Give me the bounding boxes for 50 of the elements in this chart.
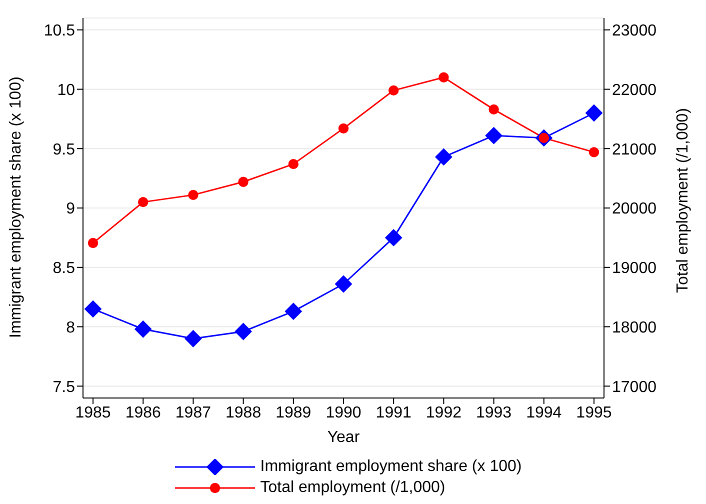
x-tick-label: 1985 (75, 404, 111, 422)
x-tick-label: 1989 (276, 404, 312, 422)
point (88, 238, 98, 248)
x-tick-label: 1991 (376, 404, 412, 422)
point (485, 126, 502, 144)
point (334, 275, 352, 293)
x-tick-label: 1988 (226, 404, 262, 422)
point (585, 104, 603, 122)
y-tick-label: 10.5 (44, 22, 76, 40)
y-tick-label: 9.5 (52, 141, 76, 158)
point (434, 148, 452, 166)
point (288, 158, 299, 170)
x-tick-label: 1990 (326, 404, 362, 422)
point (284, 302, 302, 320)
y2-tick-label: 17000 (612, 378, 657, 396)
y2-tick-label: 23000 (612, 22, 657, 40)
y2-tick-label: 21000 (612, 141, 657, 158)
point (384, 228, 402, 246)
x-axis-title: Year (327, 429, 360, 446)
y2-tick-label: 20000 (612, 200, 657, 218)
y-tick-label: 8.5 (52, 260, 76, 278)
point (238, 176, 248, 187)
y-tick-label: 7.5 (52, 378, 76, 396)
point (338, 123, 349, 134)
x-tick-label: 1995 (576, 404, 612, 422)
x-tick-label: 1993 (476, 404, 512, 422)
point (438, 72, 449, 82)
y-tick-label: 8 (66, 319, 76, 336)
y-axis-title: Immigrant employment share (x 100) (8, 76, 25, 338)
point (138, 196, 148, 208)
point (188, 190, 198, 200)
y-tick-label: 10 (57, 82, 76, 99)
point (84, 300, 102, 318)
y2-tick-label: 18000 (612, 319, 657, 336)
x-tick-label: 1994 (526, 404, 562, 422)
point (488, 104, 499, 115)
legend-label: Total employment (/1,000) (260, 478, 446, 496)
legend-label: Immigrant employment share (x 100) (260, 458, 522, 476)
x-tick-label: 1992 (426, 404, 462, 422)
point (388, 85, 399, 96)
y2-tick-label: 22000 (612, 82, 657, 99)
x-tick-label: 1987 (175, 404, 212, 422)
point (184, 330, 202, 348)
y2-axis-title: Total employment (/1,000) (674, 108, 692, 293)
y-tick-label: 9 (66, 200, 76, 218)
y2-tick-label: 19000 (612, 260, 657, 278)
point (234, 322, 252, 340)
x-tick-label: 1986 (125, 404, 162, 422)
point (134, 320, 152, 338)
point (588, 147, 600, 158)
